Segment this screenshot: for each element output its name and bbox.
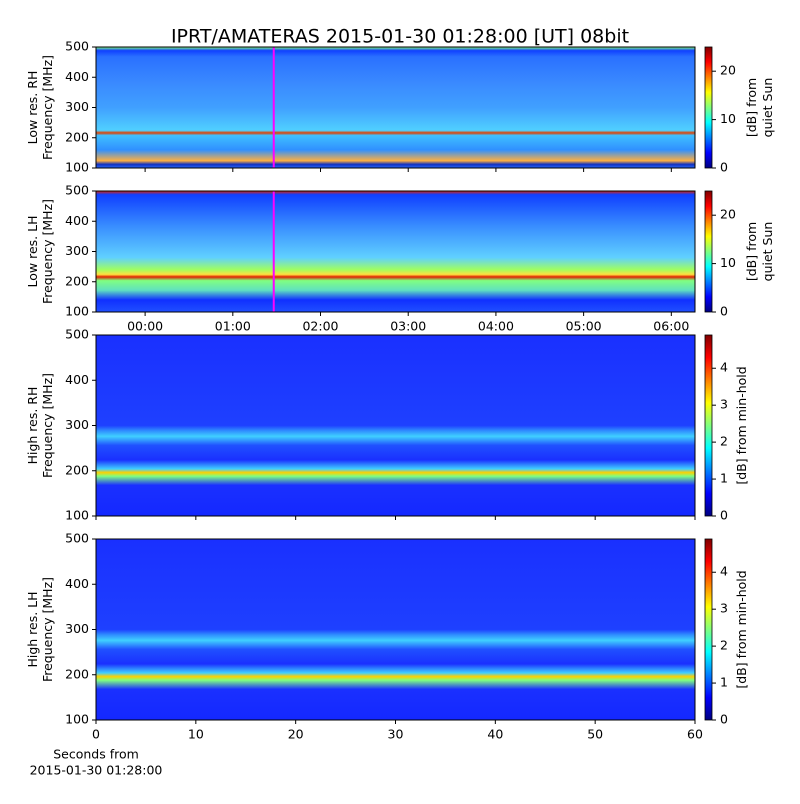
colorbar-label: [dB] fromquiet Sun	[744, 222, 775, 282]
spectrogram-image	[96, 335, 695, 516]
y-axis-label-line: Low res. RH	[25, 71, 40, 145]
y-axis-label-line: Frequency [MHz]	[40, 577, 55, 682]
x-tick-label: 00:00	[127, 319, 163, 334]
colorbar-tick-label: 0	[720, 304, 728, 319]
y-tick-label: 300	[65, 417, 89, 432]
colorbar	[704, 334, 713, 517]
colorbar-tick-label: 0	[720, 508, 728, 523]
colorbar-label: [dB] from min-hold	[734, 570, 749, 688]
y-tick-label: 100	[65, 712, 89, 727]
colorbar-tick-label: 3	[720, 397, 728, 412]
y-tick-label: 200	[65, 129, 89, 144]
y-tick-label: 400	[65, 576, 89, 591]
colorbar-tick-label: 2	[720, 638, 728, 653]
y-axis-label: High res. RHFrequency [MHz]	[25, 373, 55, 478]
spectrogram-image	[96, 191, 695, 312]
x-tick-label: 0	[92, 727, 100, 742]
colorbar-label-line: [dB] from	[744, 222, 759, 281]
y-tick-label: 100	[65, 160, 89, 175]
colorbar-tick-label: 10	[720, 255, 736, 270]
y-tick-label: 500	[65, 531, 89, 546]
y-axis-label: High res. LHFrequency [MHz]	[25, 577, 55, 682]
x-tick-label: 02:00	[302, 319, 338, 334]
x-tick-label: 40	[487, 727, 503, 742]
colorbar-tick-label: 1	[720, 675, 728, 690]
y-tick-label: 500	[65, 327, 89, 342]
colorbar-label-line: [dB] from min-hold	[734, 366, 749, 484]
y-axis-label-line: Frequency [MHz]	[40, 373, 55, 478]
x-tick-label: 20	[288, 727, 304, 742]
x-tick-label: 05:00	[566, 319, 602, 334]
y-tick-label: 200	[65, 462, 89, 477]
x-axis-label: Seconds from	[53, 747, 139, 762]
y-tick-label: 100	[65, 304, 89, 319]
y-tick-label: 500	[65, 183, 89, 198]
x-tick-label: 03:00	[390, 319, 426, 334]
spectrogram-image	[96, 47, 695, 168]
colorbar	[704, 46, 713, 169]
x-tick-label: 10	[188, 727, 204, 742]
colorbar-tick-label: 20	[720, 63, 736, 78]
y-tick-label: 300	[65, 621, 89, 636]
x-tick-label: 06:00	[653, 319, 689, 334]
y-axis-label-line: High res. LH	[25, 591, 40, 667]
y-tick-label: 500	[65, 39, 89, 54]
y-tick-label: 200	[65, 273, 89, 288]
spectrogram-image	[96, 539, 695, 720]
y-axis-label-line: Frequency [MHz]	[40, 55, 55, 160]
colorbar-tick-label: 4	[720, 564, 728, 579]
y-tick-label: 100	[65, 508, 89, 523]
colorbar-tick-label: 2	[720, 434, 728, 449]
y-tick-label: 200	[65, 666, 89, 681]
colorbar	[704, 538, 713, 721]
x-tick-label: 01:00	[215, 319, 251, 334]
y-axis-label: Low res. LHFrequency [MHz]	[25, 199, 55, 304]
figure-title: IPRT/AMATERAS 2015-01-30 01:28:00 [UT] 0…	[171, 26, 629, 48]
colorbar-tick-label: 4	[720, 360, 728, 375]
y-tick-label: 400	[65, 69, 89, 84]
y-tick-label: 300	[65, 243, 89, 258]
colorbar-tick-label: 3	[720, 601, 728, 616]
colorbar-tick-label: 20	[720, 207, 736, 222]
colorbar-tick-label: 10	[720, 111, 736, 126]
colorbar	[704, 190, 713, 313]
colorbar-label-line: [dB] from min-hold	[734, 570, 749, 688]
colorbar-label: [dB] fromquiet Sun	[744, 78, 775, 138]
y-axis-label-line: High res. RH	[25, 387, 40, 465]
colorbar-tick-label: 0	[720, 712, 728, 727]
y-tick-label: 400	[65, 213, 89, 228]
colorbar-label-line: quiet Sun	[760, 222, 775, 282]
x-axis-label: 2015-01-30 01:28:00	[30, 763, 163, 778]
y-tick-label: 400	[65, 372, 89, 387]
colorbar-tick-label: 0	[720, 160, 728, 175]
x-tick-label: 50	[587, 727, 603, 742]
y-axis-label-line: Low res. LH	[25, 216, 40, 288]
colorbar-label: [dB] from min-hold	[734, 366, 749, 484]
x-tick-label: 04:00	[478, 319, 514, 334]
colorbar-tick-label: 1	[720, 471, 728, 486]
x-tick-label: 30	[388, 727, 404, 742]
y-axis-label-line: Frequency [MHz]	[40, 199, 55, 304]
colorbar-label-line: [dB] from	[744, 78, 759, 137]
x-tick-label: 60	[687, 727, 703, 742]
colorbar-label-line: quiet Sun	[760, 78, 775, 138]
y-axis-label: Low res. RHFrequency [MHz]	[25, 55, 55, 160]
y-tick-label: 300	[65, 99, 89, 114]
